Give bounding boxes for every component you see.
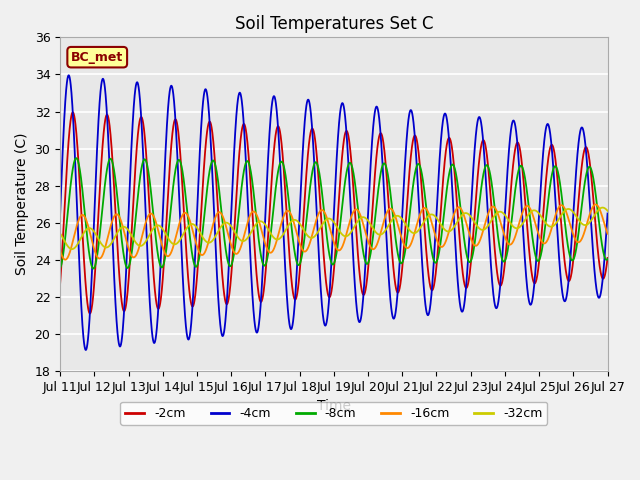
Legend: -2cm, -4cm, -8cm, -16cm, -32cm: -2cm, -4cm, -8cm, -16cm, -32cm: [120, 402, 547, 425]
Text: BC_met: BC_met: [71, 51, 124, 64]
X-axis label: Time: Time: [317, 399, 351, 413]
Y-axis label: Soil Temperature (C): Soil Temperature (C): [15, 133, 29, 276]
Title: Soil Temperatures Set C: Soil Temperatures Set C: [235, 15, 433, 33]
